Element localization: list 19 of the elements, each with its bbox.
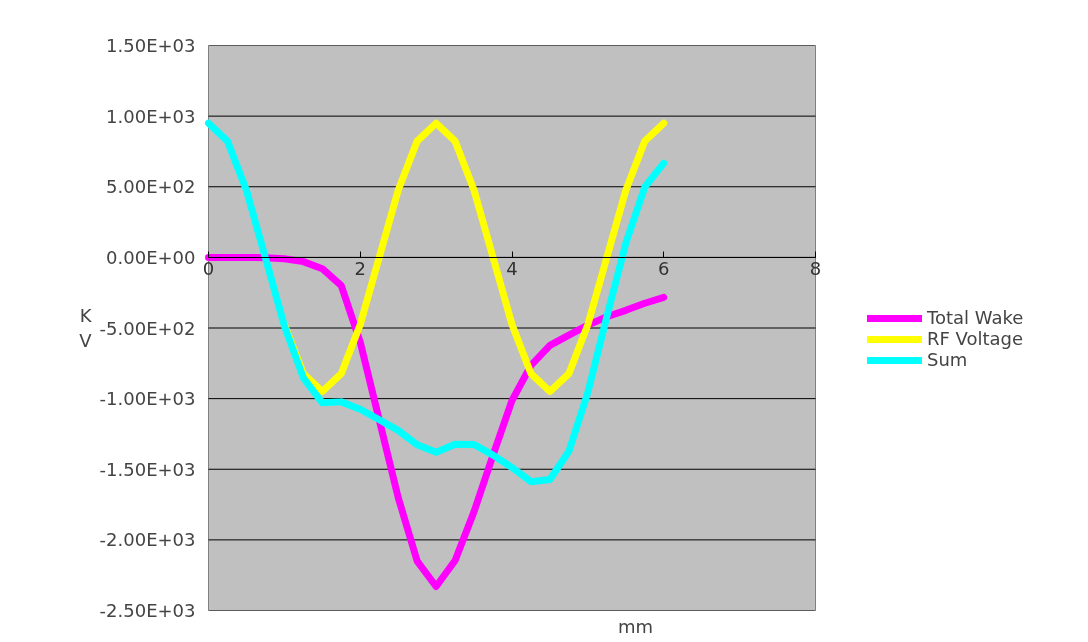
x-tick-label: 8 [809, 258, 822, 280]
y-tick-label: 1.50E+03 [106, 35, 196, 56]
y-axis-title: K V [79, 304, 93, 352]
legend-label: Sum [927, 349, 968, 370]
y-tick-label: 0.00E+00 [106, 246, 196, 268]
y-tick-label: -2.50E+03 [99, 600, 196, 621]
legend-label: RF Voltage [927, 328, 1024, 349]
x-tick-label: 6 [658, 258, 670, 280]
x-axis-title: mm [617, 615, 654, 637]
y-tick-label: 1.00E+03 [106, 105, 196, 127]
y-tick-label: -1.50E+03 [99, 458, 196, 480]
x-tick-label: 2 [354, 258, 366, 280]
y-tick-label: -5.00E+02 [99, 317, 196, 339]
legend-label: Total Wake [927, 307, 1024, 328]
y-tick-label: -2.00E+03 [99, 529, 196, 551]
x-tick-label: 4 [506, 258, 518, 280]
x-tick-label: 0 [202, 258, 215, 280]
y-tick-label: 5.00E+02 [106, 176, 196, 198]
y-tick-label: -1.00E+03 [99, 388, 196, 410]
